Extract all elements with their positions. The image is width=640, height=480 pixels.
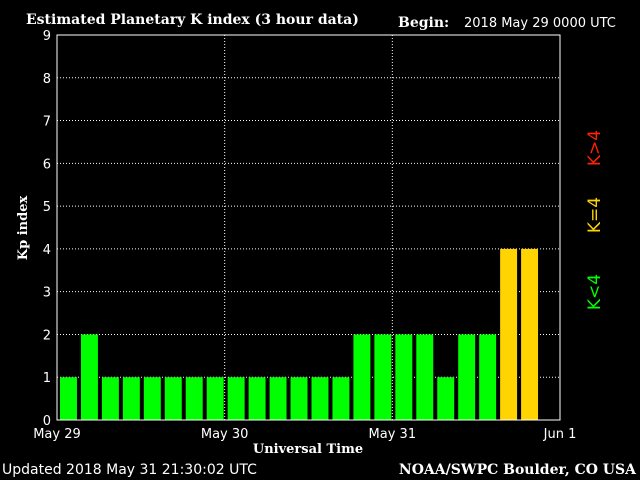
kp-bar: [185, 377, 203, 420]
kp-bar: [311, 377, 329, 420]
y-tick-label: 5: [43, 200, 51, 215]
kp-bar: [374, 334, 392, 420]
y-tick-label: 0: [43, 414, 51, 429]
updated-timestamp: Updated 2018 May 31 21:30:02 UTC: [2, 462, 257, 478]
kp-bar: [206, 377, 224, 420]
legend-high-label: K>4: [585, 130, 605, 166]
x-tick-labels: May 29 May 30 May 31 Jun 1: [33, 427, 576, 442]
y-axis-title: Kp index: [16, 196, 31, 261]
kp-bar: [227, 377, 245, 420]
kp-bar: [143, 377, 161, 420]
kp-bar: [437, 377, 455, 420]
x-tick-label: May 31: [369, 427, 417, 442]
kp-bar: [248, 377, 266, 420]
y-tick-label: 7: [43, 115, 51, 130]
y-tick-label: 2: [43, 328, 51, 343]
kp-bar: [458, 334, 476, 420]
kp-bar: [122, 377, 140, 420]
plot-frame: [56, 34, 561, 421]
y-tick-label: 8: [43, 72, 51, 87]
begin-label: Begin:: [398, 15, 449, 31]
kp-bar: [500, 248, 518, 420]
kp-bar: [80, 334, 98, 420]
kp-bar: [60, 377, 77, 420]
x-tick-label: Jun 1: [543, 427, 577, 442]
chart-title: Estimated Planetary K index (3 hour data…: [26, 12, 359, 28]
y-tick-label: 1: [43, 371, 51, 386]
kp-bar: [353, 334, 371, 420]
gridlines: [57, 35, 560, 420]
kp-bar: [416, 334, 434, 420]
kp-bar: [395, 334, 413, 420]
bars: [60, 248, 539, 420]
kp-bar: [101, 377, 119, 420]
begin-value: 2018 May 29 0000 UTC: [464, 16, 616, 31]
kp-bar: [290, 377, 308, 420]
kp-bar: [479, 334, 497, 420]
y-tick-label: 3: [43, 286, 51, 301]
kp-bar: [164, 377, 182, 420]
y-tick-label: 6: [43, 157, 51, 172]
data-source: NOAA/SWPC Boulder, CO USA: [399, 462, 637, 478]
x-tick-label: May 29: [33, 427, 81, 442]
x-axis-title: Universal Time: [253, 442, 363, 457]
legend-mid-label: K=4: [585, 197, 605, 233]
y-tick-label: 9: [43, 29, 51, 44]
y-tick-labels: 0 1 2 3 4 5 6 7 8 9: [43, 29, 51, 429]
kp-bar: [521, 248, 539, 420]
kp-bar: [332, 377, 350, 420]
legend-low-label: K<4: [585, 274, 605, 310]
kp-bar: [269, 377, 287, 420]
y-tick-label: 4: [43, 243, 51, 258]
x-tick-label: May 30: [201, 427, 249, 442]
